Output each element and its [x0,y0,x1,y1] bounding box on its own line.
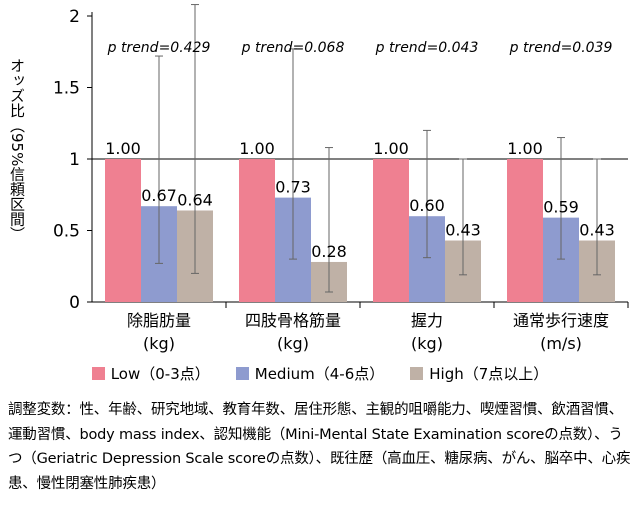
adjustment-footnote: 調整変数：性、年齢、研究地域、教育年数、居住形態、主観的咀嚼能力、喫煙習慣、飲酒… [8,402,631,492]
data-label: 0.73 [275,178,311,197]
legend-item-medium: Medium（4-6点） [235,362,385,384]
bar [105,159,141,302]
p-trend-label: p trend=0.068 [241,40,345,56]
category-label: 通常歩行速度 [513,311,609,330]
legend-item-low: Low（0-3点） [91,362,210,384]
legend-swatch-medium [235,366,249,380]
category-label: 握力 [411,311,443,330]
p-trend-label: p trend=0.043 [375,40,479,56]
legend-label-medium: Medium（4-6点） [254,364,385,383]
legend-item-high: High（7点以上） [410,362,548,384]
category-unit: (kg) [143,334,175,353]
data-label: 1.00 [373,139,409,158]
bar [239,159,275,302]
data-label: 0.28 [311,242,347,261]
p-trend-label: p trend=0.429 [107,40,211,56]
data-label: 0.64 [177,190,213,209]
y-tick-label: 2 [69,7,80,27]
legend-label-low: Low（0-3点） [110,364,210,383]
legend: Low（0-3点） Medium（4-6点） High（7点以上） [0,362,640,384]
legend-swatch-low [91,366,105,380]
y-axis-label: オッズ比（95%信頼区間） [8,58,26,242]
bar [507,159,543,302]
category-label: 四肢骨格筋量 [245,311,341,330]
odds-ratio-chart: 0 0.5 1 1.5 2 1.00 0.67 0.64 p trend=0.429 除脂肪量 (k… [53,4,629,353]
y-tick-label: 1 [69,150,80,170]
legend-label-high: High（7点以上） [429,364,549,383]
data-label: 1.00 [239,139,275,158]
y-tick-label: 1.5 [53,79,80,99]
p-trend-label: p trend=0.039 [509,40,613,56]
category-unit: (m/s) [540,334,582,353]
data-label: 1.00 [507,139,543,158]
data-label: 1.00 [105,139,141,158]
data-label: 0.43 [579,221,615,240]
bar [373,159,409,302]
data-label: 0.43 [445,221,481,240]
y-tick-label: 0 [69,293,80,313]
category-unit: (kg) [277,334,309,353]
data-label: 0.60 [409,196,445,215]
category-label: 除脂肪量 [127,311,191,330]
category-unit: (kg) [411,334,443,353]
y-tick-label: 0.5 [53,222,80,242]
legend-swatch-high [410,366,424,380]
data-label: 0.67 [141,186,177,205]
data-label: 0.59 [543,198,579,217]
